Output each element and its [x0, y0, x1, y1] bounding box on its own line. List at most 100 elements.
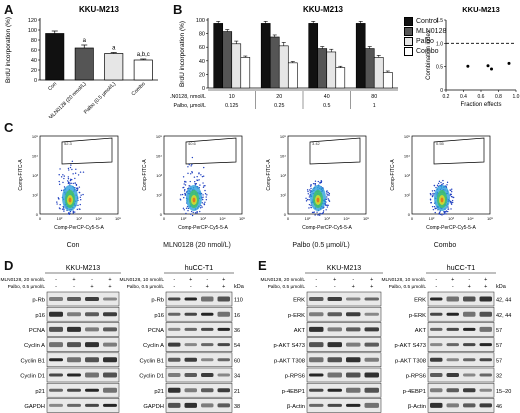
y-tick-label: 1.5 [436, 18, 443, 24]
cell-dot [80, 194, 82, 196]
protein-band [346, 372, 361, 378]
density-cloud [305, 180, 331, 216]
cell-dot [183, 190, 186, 192]
treatment-sign: - [352, 277, 354, 283]
cell-dot [206, 194, 208, 196]
density-level [316, 197, 320, 203]
bar [269, 36, 280, 89]
y-tick-label: 0 [34, 78, 37, 84]
protein-band [364, 372, 379, 378]
cell-dot [310, 206, 312, 209]
blot-strip [427, 352, 495, 368]
blot-strip [46, 306, 120, 322]
panel-label-d: D [4, 258, 14, 273]
protein-band [103, 357, 117, 363]
bar [326, 51, 337, 89]
flow-plot: Comp-FITC-A Comp-PerCP-Cy5-5-A 0 10² 10³ 10⁴ 1… [142, 134, 245, 231]
treatment-sign: + [222, 284, 225, 290]
treatment-sign: - [73, 284, 75, 290]
kda-value: 38 [234, 404, 240, 410]
protein-band [168, 312, 181, 316]
protein-band [201, 343, 214, 347]
y-tick-label: 10² [280, 193, 286, 198]
protein-label: p21 [35, 389, 45, 395]
protein-band [201, 373, 214, 377]
significance-label: a [83, 38, 87, 44]
y-tick-label: 100 [28, 28, 37, 34]
protein-band [309, 326, 324, 332]
y-axis-label: Comp-FITC-A [18, 159, 24, 191]
protein-label: AKT [294, 328, 306, 334]
y-tick-label: 10⁴ [156, 154, 162, 159]
treatment-sign: + [352, 284, 355, 290]
protein-band [364, 387, 379, 393]
x-tick-label: 0 [39, 216, 42, 221]
dose-value: 0.25 [274, 103, 284, 109]
protein-band [201, 358, 214, 362]
kda-value: 54 [234, 343, 240, 349]
protein-label: ERK [414, 298, 426, 304]
protein-band [67, 312, 81, 317]
panel-a-bar-chart: KKU-M213 BrdU incorporation (%) 0 20 40 60 80 1… [5, 5, 158, 118]
legend-label: Palbo [416, 37, 434, 45]
cell-dot [450, 203, 453, 205]
blot-strip [427, 367, 495, 383]
cell-dot [202, 196, 204, 198]
treatment-sign: - [435, 284, 437, 290]
protein-band [446, 373, 459, 377]
protein-band [346, 403, 361, 407]
x-tick-label: 10³ [200, 216, 206, 221]
data-point [490, 67, 493, 71]
cell-dot [187, 172, 189, 175]
protein-band [201, 403, 214, 408]
protein-label: AKT [415, 328, 427, 334]
legend-swatch [404, 16, 413, 26]
protein-band [49, 403, 63, 407]
cell-dot [320, 213, 323, 215]
cell-dot [447, 208, 450, 210]
protein-band [364, 357, 379, 362]
blot-strip [165, 337, 233, 352]
treatment-sign: - [435, 277, 437, 283]
kda-value: 42, 44 [496, 313, 511, 319]
cell-dot [61, 208, 64, 210]
cell-dot [309, 189, 311, 191]
cell-dot [198, 179, 200, 181]
protein-band [184, 312, 197, 316]
protein-band [463, 403, 476, 408]
cell-dot [200, 204, 202, 207]
data-point [486, 64, 490, 68]
cell-dot [307, 190, 309, 193]
bar [364, 48, 375, 89]
cell-dot [190, 165, 192, 167]
protein-label: β-Actin [287, 404, 305, 410]
gate-percentage: 52.3 [64, 141, 73, 146]
treatment-2-label: Palbo, 0.5 µmol/L [268, 284, 306, 290]
x-axis-label: Comp-PerCP-Cy5-5-A [426, 225, 476, 231]
protein-band [184, 297, 197, 301]
x-tick-label: 0.8 [495, 94, 502, 100]
cell-dot [62, 181, 64, 184]
protein-band [168, 387, 181, 393]
cell-dot [62, 174, 64, 176]
protein-band [201, 388, 214, 393]
treatment-sign: + [108, 277, 111, 283]
panel-d-western-blots: KKU-M213 MLN0128, 20 nmol/L Palbo, 0.5 µmo… [0, 262, 258, 413]
cell-dot [320, 180, 322, 182]
treatment-sign: - [55, 277, 57, 283]
cell-dot [312, 182, 315, 185]
cell-dot [191, 214, 194, 217]
protein-band [168, 342, 181, 347]
cell-dot [309, 185, 312, 187]
panel-e-western-blots: KKU-M213 MLN0128, 20 nmol/L Palbo, 0.5 µmo… [258, 262, 520, 413]
kda-value: 57 [496, 328, 502, 334]
density-cloud [429, 179, 455, 216]
treatment-1-label: MLN0128, 10 nmol/L [119, 277, 164, 283]
flow-plot-label: Palbo (0.5 µmol/L) [292, 242, 350, 249]
protein-band [309, 342, 324, 348]
y-tick-label: 0 [440, 88, 443, 94]
treatment-1-label: MLN0128, 10 nmol/L [381, 277, 426, 283]
x-tick-label: 1.0 [513, 94, 520, 100]
treatment-1-label: MLN0128, 20 nmol/L [260, 277, 305, 283]
protein-band [67, 326, 81, 332]
